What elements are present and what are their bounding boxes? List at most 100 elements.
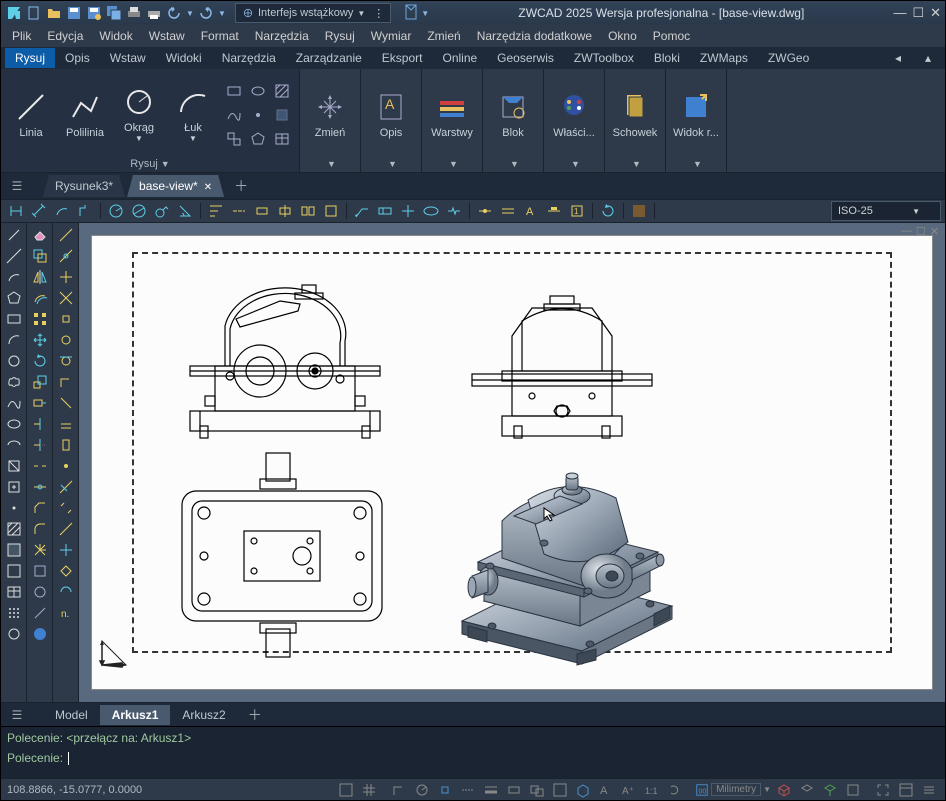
ribbon-tab-eksport[interactable]: Eksport	[372, 48, 433, 68]
osnap16-icon[interactable]	[55, 540, 77, 560]
join-icon[interactable]	[29, 477, 51, 497]
dim-aligned-icon[interactable]	[28, 201, 50, 221]
command-line[interactable]: Polecenie: <przełącz na: Arkusz1> Polece…	[1, 726, 945, 778]
doc-tab-rysunek3[interactable]: Rysunek3*	[43, 175, 125, 197]
explode-icon[interactable]	[29, 540, 51, 560]
osnap8-icon[interactable]	[55, 372, 77, 392]
offset-icon[interactable]	[29, 288, 51, 308]
trim-icon[interactable]	[29, 414, 51, 434]
mod3-icon[interactable]	[29, 603, 51, 623]
undo-icon[interactable]	[165, 4, 183, 22]
blok-button[interactable]: Blok	[489, 75, 537, 155]
osnap-settings-icon[interactable]: n.	[55, 603, 77, 623]
line-button[interactable]: Linia	[7, 75, 55, 155]
dim-group2-icon[interactable]	[274, 201, 296, 221]
osnap3-icon[interactable]	[55, 267, 77, 287]
osnap4-icon[interactable]	[55, 288, 77, 308]
dim-group5-icon[interactable]: 1	[566, 201, 588, 221]
layout-tab-menu-icon[interactable]: ☰	[5, 708, 29, 722]
redo-dd-icon[interactable]: ▼	[217, 4, 227, 22]
rect-tool-icon[interactable]	[3, 309, 25, 329]
sb-scale-icon[interactable]: 1:1	[642, 781, 662, 799]
osnap11-icon[interactable]	[55, 435, 77, 455]
schowek-button[interactable]: Schowek	[611, 75, 659, 155]
save-as-icon[interactable]	[85, 4, 103, 22]
layout-tab-model[interactable]: Model	[43, 705, 100, 725]
grid-tool-icon[interactable]	[3, 603, 25, 623]
doc-tab-baseview[interactable]: base-view*✕	[127, 175, 224, 197]
menu-rysuj[interactable]: Rysuj	[318, 27, 362, 45]
osnap14-icon[interactable]	[55, 498, 77, 518]
sb-annoscale-icon[interactable]: A⁺	[619, 781, 639, 799]
block-icon[interactable]	[223, 128, 245, 150]
menu-pomoc[interactable]: Pomoc	[646, 27, 697, 45]
point-icon[interactable]	[247, 104, 269, 126]
osnap15-icon[interactable]	[55, 519, 77, 539]
polygon-tool-icon[interactable]	[3, 288, 25, 308]
ribbon-tab-zwtoolbox[interactable]: ZWToolbox	[564, 48, 644, 68]
ribbon-tab-zwmaps[interactable]: ZWMaps	[690, 48, 758, 68]
ray-tool-icon[interactable]	[3, 267, 25, 287]
polygon-icon[interactable]	[247, 128, 269, 150]
osnap13-icon[interactable]	[55, 477, 77, 497]
mod4-icon[interactable]	[29, 624, 51, 644]
break-icon[interactable]	[29, 456, 51, 476]
waci-button[interactable]: Właści...	[550, 75, 598, 155]
interface-style-dropdown[interactable]: Interfejs wstążkowy ▼ ⋮	[235, 3, 391, 23]
sb-model-icon[interactable]	[550, 781, 570, 799]
arc-tool-icon[interactable]	[3, 330, 25, 350]
rotate-icon[interactable]	[29, 351, 51, 371]
menu-wstaw[interactable]: Wstaw	[142, 27, 192, 45]
sb-anno-icon[interactable]: A	[596, 781, 616, 799]
dim-jogline-icon[interactable]	[443, 201, 465, 221]
erase-icon[interactable]	[29, 225, 51, 245]
sb-ortho-icon[interactable]	[389, 781, 409, 799]
dim-inspect-icon[interactable]	[420, 201, 442, 221]
stretch-icon[interactable]	[29, 393, 51, 413]
osnap10-icon[interactable]	[55, 414, 77, 434]
ribbon-tab-narzędzia[interactable]: Narzędzia	[212, 48, 286, 68]
hatch-icon[interactable]	[271, 80, 293, 102]
point-tool-icon[interactable]	[3, 498, 25, 518]
dim-edit2-icon[interactable]	[497, 201, 519, 221]
menu-zmień[interactable]: Zmień	[420, 27, 467, 45]
sb-hw-icon[interactable]	[843, 781, 863, 799]
menu-okno[interactable]: Okno	[601, 27, 644, 45]
ribbon-tab-widoki[interactable]: Widoki	[156, 48, 212, 68]
ribbon-tab-rysuj[interactable]: Rysuj	[5, 48, 55, 68]
osnap12-icon[interactable]	[55, 456, 77, 476]
ribbon-tab-zwgeo[interactable]: ZWGeo	[758, 48, 819, 68]
osnap6-icon[interactable]	[55, 330, 77, 350]
osnap5-icon[interactable]	[55, 309, 77, 329]
dim-baseline-icon[interactable]	[205, 201, 227, 221]
sb-qp-icon[interactable]	[573, 781, 593, 799]
doc-tab-menu-icon[interactable]: ☰	[5, 179, 29, 193]
sb-cycle-icon[interactable]	[527, 781, 547, 799]
dim-radius-icon[interactable]	[105, 201, 127, 221]
osnap9-icon[interactable]	[55, 393, 77, 413]
ribbon-tab-zarządzanie[interactable]: Zarządzanie	[286, 48, 372, 68]
leader-icon[interactable]	[351, 201, 373, 221]
dim-continue-icon[interactable]	[228, 201, 250, 221]
add-tab-button[interactable]: ＋	[226, 176, 256, 196]
layout-tab-arkusz1[interactable]: Arkusz1	[100, 705, 171, 725]
table-tool-icon[interactable]	[3, 582, 25, 602]
osnap17-icon[interactable]	[55, 561, 77, 581]
ellipse-icon[interactable]	[247, 80, 269, 102]
layout-tab-arkusz2[interactable]: Arkusz2	[170, 705, 237, 725]
add-layout-button[interactable]: ＋	[240, 705, 270, 725]
extend-icon[interactable]	[29, 435, 51, 455]
chamfer-icon[interactable]	[29, 498, 51, 518]
ellipse-tool-icon[interactable]	[3, 414, 25, 434]
block-tool-icon[interactable]	[3, 456, 25, 476]
redo-icon[interactable]	[197, 4, 215, 22]
close-button[interactable]: ✕	[930, 5, 941, 21]
sb-lwt-icon[interactable]	[481, 781, 501, 799]
sb-clean-icon[interactable]	[896, 781, 916, 799]
print-icon[interactable]	[145, 4, 163, 22]
sb-iso2-icon[interactable]	[797, 781, 817, 799]
ribbon-tab-wstaw[interactable]: Wstaw	[100, 48, 156, 68]
dim-linear-icon[interactable]	[5, 201, 27, 221]
sb-osnap-icon[interactable]	[435, 781, 455, 799]
sb-vp-icon[interactable]	[820, 781, 840, 799]
